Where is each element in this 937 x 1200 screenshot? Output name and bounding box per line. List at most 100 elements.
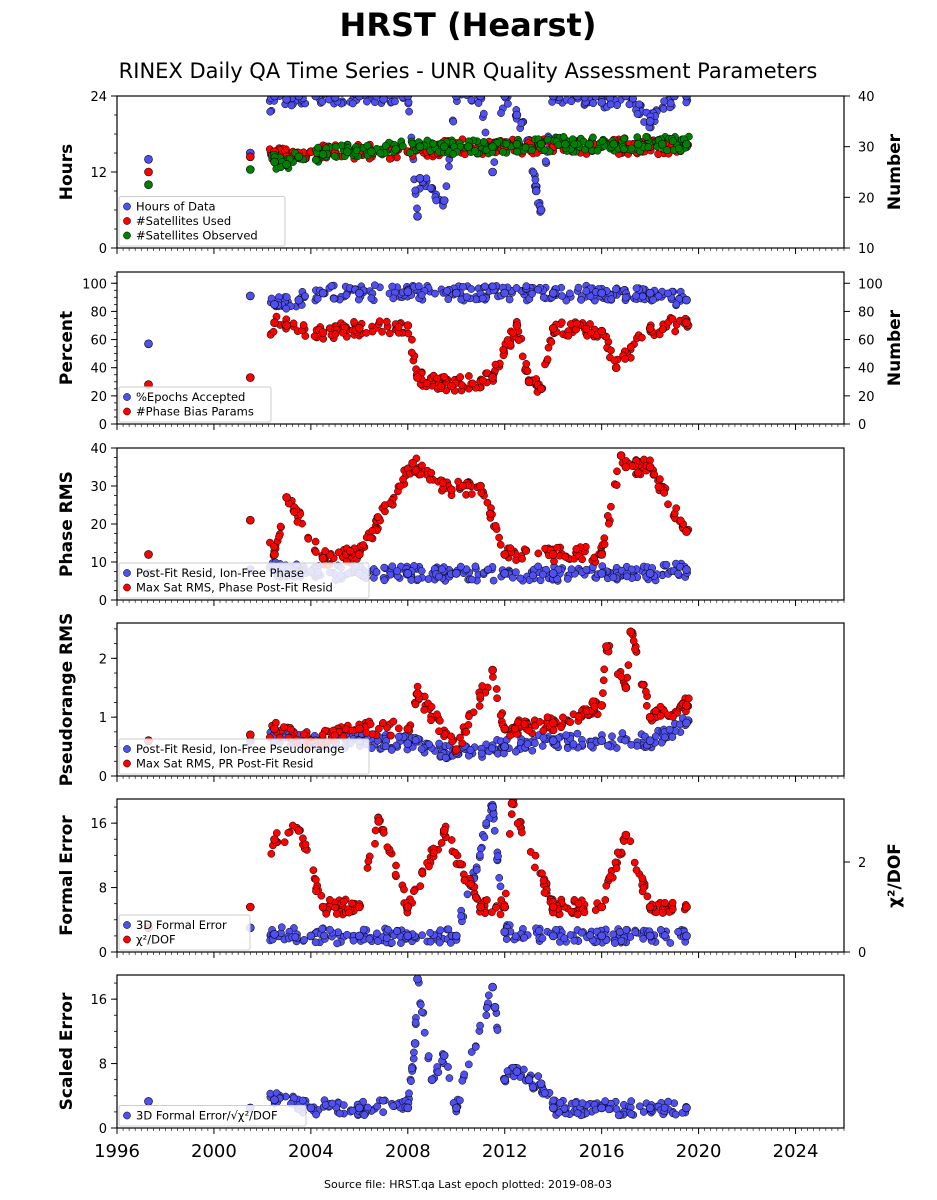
- data-point: [403, 931, 413, 941]
- legend-label: Max Sat RMS, PR Post-Fit Resid: [136, 757, 313, 771]
- data-point: [682, 565, 691, 574]
- data-point: [270, 724, 279, 734]
- data-point: [512, 139, 522, 149]
- cloud-point: [644, 143, 653, 151]
- data-point: [682, 318, 691, 328]
- cloud-point: [664, 500, 672, 509]
- data-point: [144, 155, 153, 164]
- cloud-point: [572, 87, 579, 94]
- y-tick-label: 0: [99, 770, 107, 785]
- cloud-point: [618, 729, 627, 737]
- y-tick-label: 0: [99, 418, 107, 433]
- legend-marker: [123, 759, 131, 768]
- cloud-point: [523, 740, 532, 748]
- cloud-point: [561, 553, 570, 561]
- cloud-point: [658, 908, 667, 917]
- cloud-point: [560, 934, 569, 943]
- data-point: [306, 931, 316, 941]
- cloud-point: [379, 829, 388, 837]
- cloud-point: [608, 732, 616, 741]
- cloud-point: [321, 1100, 330, 1109]
- y-tick-label: 10: [90, 556, 107, 571]
- cloud-point: [387, 731, 395, 740]
- cloud-point: [457, 912, 465, 921]
- cloud-point: [332, 910, 341, 918]
- data-point: [447, 485, 456, 495]
- data-point: [144, 339, 153, 349]
- y-tick-label: 40: [90, 442, 107, 457]
- cloud-point: [462, 728, 471, 736]
- y-tick-label: 12: [90, 166, 107, 181]
- cloud-point: [570, 936, 579, 945]
- cloud-point: [617, 673, 626, 681]
- cloud-point: [613, 101, 621, 110]
- data-point: [500, 569, 510, 578]
- cloud-point: [569, 740, 578, 748]
- cloud-point: [539, 733, 548, 742]
- cloud-point: [300, 936, 308, 944]
- cloud-point: [633, 110, 642, 118]
- cloud-point: [554, 141, 563, 149]
- cloud-point: [324, 87, 331, 94]
- cloud-point: [383, 843, 392, 852]
- cloud-point: [443, 287, 451, 295]
- data-point: [282, 321, 291, 330]
- cloud-point: [527, 146, 536, 155]
- cloud-point: [451, 848, 459, 857]
- legend-box: [118, 1105, 307, 1127]
- cloud-point: [549, 726, 558, 735]
- cloud-point: [538, 742, 547, 750]
- cloud-point: [312, 1110, 320, 1119]
- cloud-point: [621, 736, 630, 745]
- data-point: [512, 321, 522, 330]
- cloud-point: [382, 317, 391, 326]
- cloud-point: [563, 575, 572, 583]
- cloud-point: [651, 732, 660, 741]
- cloud-point: [617, 937, 626, 945]
- cloud-point: [345, 908, 353, 917]
- cloud-point: [460, 876, 469, 885]
- cloud-point: [427, 469, 436, 477]
- cloud-point: [460, 1070, 469, 1079]
- data-point: [597, 569, 607, 578]
- cloud-point: [466, 746, 475, 754]
- cloud-point: [629, 96, 637, 103]
- cloud-point: [600, 665, 609, 674]
- data-point: [548, 1103, 558, 1113]
- cloud-point: [656, 925, 665, 934]
- cloud-point: [299, 730, 308, 739]
- cloud-point: [293, 518, 302, 526]
- cloud-point: [474, 99, 483, 107]
- cloud-point: [462, 293, 471, 301]
- cloud-point: [313, 88, 320, 95]
- cloud-point: [375, 724, 383, 733]
- data-point: [374, 817, 384, 826]
- cloud-point: [345, 86, 352, 93]
- cloud-point: [269, 327, 278, 336]
- data-point: [403, 724, 413, 734]
- cloud-point: [388, 562, 397, 571]
- cloud-point: [490, 826, 499, 835]
- cloud-point: [654, 482, 663, 491]
- cloud-point: [684, 694, 693, 703]
- cloud-point: [442, 182, 451, 191]
- figure-title: HRST (Hearst): [340, 6, 597, 44]
- cloud-point: [334, 88, 341, 95]
- cloud-point: [440, 372, 449, 381]
- cloud-point: [517, 119, 526, 128]
- data-point: [403, 1103, 413, 1113]
- cloud-point: [311, 156, 320, 164]
- data-point: [270, 929, 279, 939]
- cloud-point: [663, 711, 672, 719]
- cloud-point: [375, 317, 384, 326]
- data-point: [488, 982, 497, 992]
- data-point: [318, 902, 328, 912]
- cloud-point: [437, 382, 445, 391]
- cloud-point: [471, 893, 480, 902]
- cloud-point: [364, 857, 373, 866]
- cloud-point: [429, 139, 438, 148]
- data-point: [403, 321, 413, 330]
- cloud-point: [416, 882, 425, 890]
- cloud-point: [553, 543, 562, 552]
- cloud-point: [304, 534, 313, 543]
